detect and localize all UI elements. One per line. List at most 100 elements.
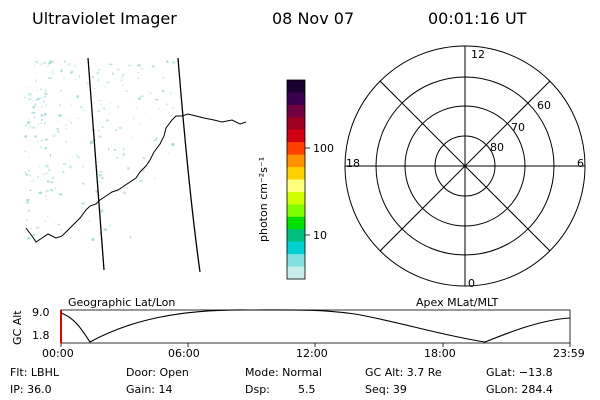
emission-speck xyxy=(170,92,172,95)
emission-speck xyxy=(155,99,159,101)
emission-speck xyxy=(56,128,60,130)
emission-speck xyxy=(118,126,122,129)
emission-speck xyxy=(24,135,27,138)
color-scale-band xyxy=(287,167,305,181)
color-scale-band xyxy=(287,191,305,205)
emission-speck xyxy=(37,123,39,125)
polar-label-lat-60: 60 xyxy=(537,99,551,112)
emission-speck xyxy=(64,60,66,63)
emission-speck xyxy=(71,70,73,73)
emission-speck xyxy=(81,202,85,205)
emission-speck xyxy=(148,90,150,92)
emission-speck xyxy=(96,72,99,75)
emission-speck xyxy=(28,121,31,124)
emission-speck xyxy=(32,233,35,236)
polar-diagonal-2 xyxy=(379,80,551,252)
emission-speck xyxy=(38,166,41,168)
emission-speck xyxy=(120,79,123,82)
timeline-tick-label-2: 12:00 xyxy=(296,347,328,360)
emission-speck xyxy=(80,106,83,109)
emission-speck xyxy=(44,113,47,116)
emission-speck xyxy=(27,209,31,212)
emission-speck xyxy=(131,137,134,139)
meridian-line-left xyxy=(87,57,105,271)
polar-label-mlt-12: 12 xyxy=(471,48,485,61)
emission-speck xyxy=(109,63,113,66)
emission-speck xyxy=(24,171,26,174)
emission-speck xyxy=(49,189,54,191)
timeline-y-min: 1.8 xyxy=(32,329,50,342)
emission-speck xyxy=(100,176,104,180)
emission-speck xyxy=(45,195,46,197)
polar-label-lat-70: 70 xyxy=(511,121,525,134)
emission-speck xyxy=(93,88,96,90)
emission-speck xyxy=(80,205,83,209)
emission-speck xyxy=(154,177,156,180)
color-scale-band xyxy=(287,229,305,243)
emission-speck xyxy=(121,84,124,86)
emission-speck xyxy=(91,238,95,241)
emission-speck xyxy=(50,181,54,183)
emission-speck xyxy=(97,129,101,132)
emission-speck xyxy=(34,103,37,107)
emission-speck xyxy=(28,125,32,129)
emission-speck xyxy=(45,94,47,96)
color-scale-unit-label: photon cm⁻²s⁻¹ xyxy=(257,156,270,242)
emission-speck xyxy=(35,79,37,83)
emission-speck xyxy=(43,96,47,98)
emission-speck xyxy=(138,64,141,66)
emission-speck xyxy=(57,224,60,226)
emission-speck xyxy=(70,103,73,106)
emission-speck xyxy=(98,100,102,102)
emission-speck xyxy=(44,147,47,150)
dsp-label: Dsp: xyxy=(245,383,270,396)
date-label: 08 Nov 07 xyxy=(272,9,355,28)
emission-speck xyxy=(54,187,56,190)
emission-speck xyxy=(138,97,141,100)
emission-speck xyxy=(95,190,99,193)
emission-speck xyxy=(63,77,65,80)
emission-speck xyxy=(24,150,27,152)
emission-speck xyxy=(34,99,37,101)
timeline-plot xyxy=(60,309,571,347)
emission-speck xyxy=(96,165,98,167)
time-label: 00:01:16 UT xyxy=(428,9,527,28)
emission-speck xyxy=(43,92,48,95)
emission-speck xyxy=(47,168,51,171)
emission-speck xyxy=(135,107,138,109)
emission-speck xyxy=(99,171,103,173)
emission-speck xyxy=(39,62,43,66)
emission-speck xyxy=(127,167,130,171)
color-scale-band xyxy=(287,129,305,143)
emission-speck xyxy=(29,175,31,177)
emission-speck xyxy=(67,63,71,66)
emission-speck xyxy=(69,165,72,169)
emission-speck xyxy=(117,210,119,213)
emission-speck xyxy=(88,220,90,222)
emission-speck xyxy=(98,174,101,177)
emission-speck xyxy=(122,73,125,77)
emission-speck xyxy=(82,165,84,168)
timeline-tick-label-4: 23:59 xyxy=(553,347,585,360)
timeline-tick-label-0: 00:00 xyxy=(42,347,74,360)
emission-speck xyxy=(158,107,160,110)
color-scale-band xyxy=(287,179,305,193)
emission-speck xyxy=(57,130,59,133)
emission-speck xyxy=(24,229,26,233)
emission-speck xyxy=(44,220,47,222)
emission-speck xyxy=(125,90,128,92)
emission-speck xyxy=(172,61,175,64)
emission-speck xyxy=(36,97,40,101)
emission-speck xyxy=(151,65,155,68)
emission-speck xyxy=(83,108,85,111)
gain-label: Gain: 14 xyxy=(126,383,173,396)
emission-speck xyxy=(40,97,43,99)
color-scale-band xyxy=(287,266,305,280)
emission-speck xyxy=(43,61,46,65)
timeline-ticks xyxy=(60,343,571,347)
emission-speck xyxy=(32,106,35,109)
emission-speck xyxy=(68,118,70,122)
app-title: Ultraviolet Imager xyxy=(32,9,177,28)
emission-speck xyxy=(142,170,145,173)
emission-speck xyxy=(26,201,30,204)
